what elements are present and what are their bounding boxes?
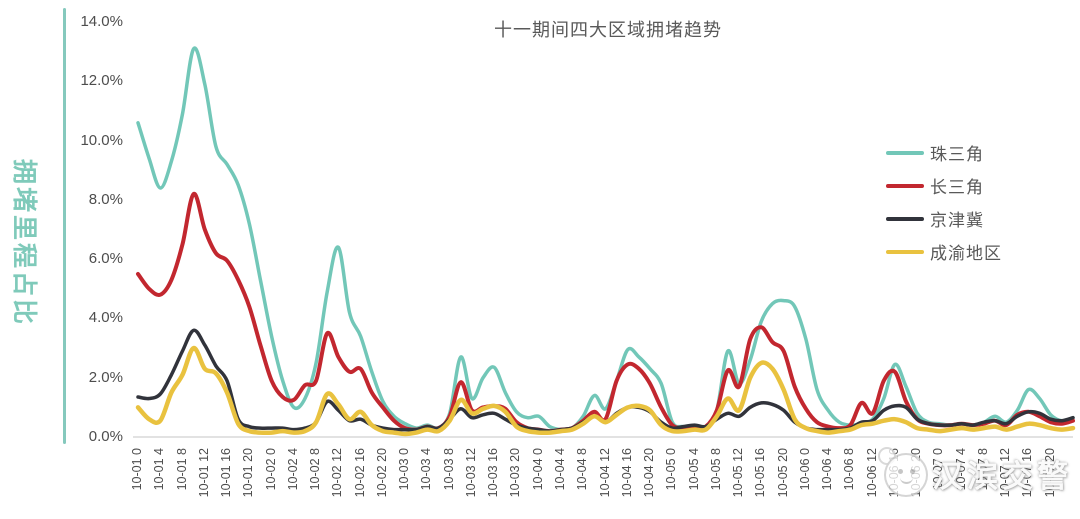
legend-swatch-icon [886, 150, 924, 155]
y-tick-label: 6.0% [88, 250, 123, 268]
series-line-珠三角 [136, 46, 1075, 432]
x-tick-label: 10-02 12 [330, 448, 345, 498]
y-tick-label: 10.0% [80, 131, 123, 149]
legend-label: 成渝地区 [930, 244, 1002, 263]
x-tick-label: 10-02 16 [352, 448, 367, 498]
x-tick-label: 10-02 8 [308, 448, 323, 491]
x-tick-label: 10-05 16 [753, 448, 768, 498]
y-tick-label: 8.0% [88, 190, 123, 208]
watermark-text: 汉滨交警 [932, 458, 1072, 494]
x-tick-label: 10-05 4 [686, 448, 701, 491]
x-tick-label: 10-03 0 [397, 448, 412, 491]
x-tick-label: 10-05 20 [775, 448, 790, 498]
legend-swatch-icon [886, 249, 924, 254]
y-tick-label: 12.0% [80, 72, 123, 90]
legend-label: 长三角 [930, 178, 984, 197]
legend-item-成渝地区: 成渝地区 [886, 235, 1002, 268]
y-tick-label: 4.0% [88, 309, 123, 327]
chart-title: 十一期间四大区域拥堵趋势 [494, 20, 722, 40]
legend-item-长三角: 长三角 [886, 169, 1002, 202]
x-tick-label: 10-05 12 [731, 448, 746, 498]
legend-label: 京津冀 [930, 211, 984, 230]
x-tick-label: 10-01 20 [241, 448, 256, 498]
series-line-成渝地区 [135, 345, 1076, 437]
x-tick-label: 10-02 20 [374, 448, 389, 498]
x-tick-label: 10-03 8 [441, 448, 456, 491]
legend-item-京津冀: 京津冀 [886, 202, 1002, 235]
x-tick-label: 10-04 8 [575, 448, 590, 491]
x-tick-label: 10-04 12 [597, 448, 612, 498]
x-tick-label: 10-05 0 [664, 448, 679, 491]
x-tick-label: 10-02 0 [263, 448, 278, 491]
x-tick-label: 10-02 4 [285, 448, 300, 491]
y-axis-line [63, 8, 66, 444]
y-tick-label: 14.0% [80, 13, 123, 30]
x-tick-label: 10-06 0 [797, 448, 812, 491]
x-tick-label: 10-01 0 [130, 448, 144, 491]
x-tick-label: 10-04 16 [619, 448, 634, 498]
x-tick-label: 10-05 8 [708, 448, 723, 491]
y-tick-label: 0.0% [88, 428, 123, 445]
legend-swatch-icon [886, 216, 924, 221]
x-tick-label: 10-06 8 [842, 448, 857, 491]
x-tick-label: 10-03 12 [463, 448, 478, 498]
x-tick-label: 10-01 12 [196, 448, 211, 498]
x-tick-label: 10-04 4 [552, 448, 567, 491]
x-tick-label: 10-01 8 [174, 448, 189, 491]
legend-swatch-icon [886, 183, 924, 188]
x-tick-label: 10-04 0 [530, 448, 545, 491]
x-tick-label: 10-01 16 [219, 448, 234, 498]
x-tick-label: 10-06 4 [820, 448, 835, 491]
legend-item-珠三角: 珠三角 [886, 136, 1002, 169]
police-mascot-badge-icon [876, 445, 932, 501]
watermark: 汉滨交警 [876, 445, 1072, 501]
x-tick-label: 10-01 4 [152, 448, 167, 491]
legend-label: 珠三角 [930, 145, 984, 164]
legend: 珠三角长三角京津冀成渝地区 [886, 136, 1002, 268]
x-tick-label: 10-03 20 [508, 448, 523, 498]
x-tick-label: 10-04 20 [642, 448, 657, 498]
y-tick-label: 2.0% [88, 368, 123, 386]
x-tick-label: 10-03 4 [419, 448, 434, 491]
x-tick-label: 10-03 16 [486, 448, 501, 498]
